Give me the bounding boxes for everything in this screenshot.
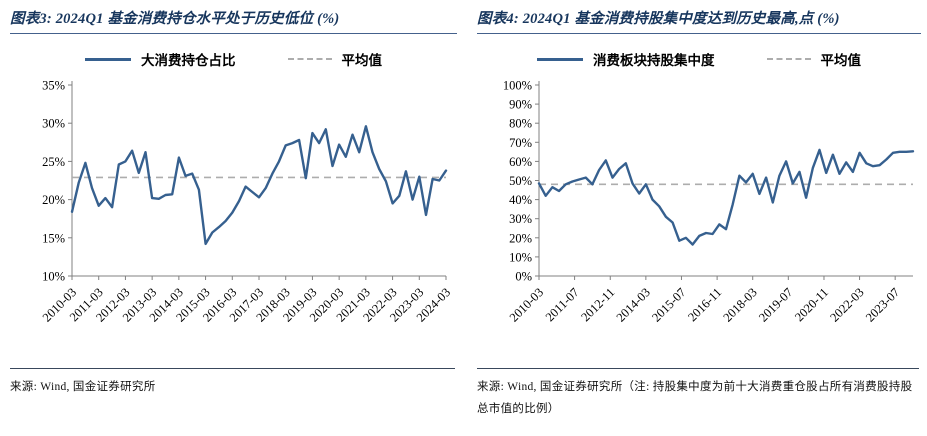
legend-average-label: 平均值 [341, 53, 383, 68]
svg-text:2018-03: 2018-03 [720, 285, 759, 324]
svg-text:2015-07: 2015-07 [649, 285, 688, 324]
figure4-panel: 图表4: 2024Q1 基金消费持股集中度达到历史最高,点 (%) 消费板块持股… [463, 0, 927, 436]
solid-line-swatch-icon [85, 57, 131, 61]
svg-text:2016-11: 2016-11 [685, 285, 724, 324]
svg-text:20%: 20% [509, 231, 532, 245]
figure4-plot-canvas: 100% 90% 80% 70% 60% 50% 40% 30% 20% 10% 0%2010-03… [503, 79, 915, 325]
legend-item-series: 大消费持仓占比 [85, 49, 236, 69]
figure3-legend: 大消费持仓占比 平均值 [10, 49, 457, 69]
figure3-source: 来源: Wind, 国金证券研究所 [10, 368, 455, 398]
dashed-line-swatch-icon [766, 58, 811, 60]
dashed-line-swatch-icon [287, 58, 332, 60]
svg-text:2023-07: 2023-07 [863, 285, 902, 324]
svg-text:40%: 40% [509, 193, 532, 207]
svg-text:2020-11: 2020-11 [792, 285, 831, 324]
legend-item-average: 平均值 [766, 49, 862, 69]
legend-series-label: 大消费持仓占比 [141, 53, 236, 68]
svg-text:60%: 60% [509, 155, 532, 169]
figure4-title: 图表4: 2024Q1 基金消费持股集中度达到历史最高,点 (%) [477, 7, 921, 34]
svg-text:90%: 90% [509, 98, 532, 112]
figure4-source: 来源: Wind, 国金证券研究所（注: 持股集中度为前十大消费重仓股占所有消费… [477, 368, 919, 421]
svg-text:0%: 0% [515, 270, 532, 284]
svg-text:2014-03: 2014-03 [614, 285, 653, 324]
svg-text:10%: 10% [42, 270, 65, 284]
svg-text:10%: 10% [509, 250, 532, 264]
figure4-source-text: 来源: Wind, 国金证券研究所（注: 持股集中度为前十大消费重仓股占所有消费… [477, 381, 913, 416]
svg-text:80%: 80% [509, 117, 532, 131]
legend-item-series: 消费板块持股集中度 [537, 49, 715, 69]
svg-text:100%: 100% [503, 79, 532, 93]
svg-text:15%: 15% [42, 231, 65, 245]
figure3-plot-canvas: 35%30%25%20%15%10%2010-032011-032012-032… [40, 79, 453, 325]
figure3-title: 图表3: 2024Q1 基金消费持仓水平处于历史低位 (%) [10, 7, 457, 34]
svg-text:70%: 70% [509, 136, 532, 150]
legend-series-label: 消费板块持股集中度 [593, 53, 715, 68]
svg-text:35%: 35% [42, 79, 65, 93]
svg-text:25%: 25% [42, 155, 65, 169]
svg-text:30%: 30% [509, 212, 532, 226]
svg-text:2019-07: 2019-07 [756, 285, 795, 324]
figure3-source-text: 来源: Wind, 国金证券研究所 [10, 381, 156, 393]
svg-text:2022-03: 2022-03 [827, 285, 866, 324]
figure4-legend: 消费板块持股集中度 平均值 [477, 49, 921, 69]
svg-text:2010-03: 2010-03 [507, 285, 546, 324]
svg-text:50%: 50% [509, 174, 532, 188]
svg-text:20%: 20% [42, 193, 65, 207]
solid-line-swatch-icon [537, 57, 583, 61]
legend-item-average: 平均值 [287, 49, 383, 69]
svg-text:30%: 30% [42, 117, 65, 131]
svg-text:2011-07: 2011-07 [543, 285, 582, 324]
svg-text:2012-11: 2012-11 [578, 285, 617, 324]
figure3-panel: 图表3: 2024Q1 基金消费持仓水平处于历史低位 (%) 大消费持仓占比 平… [0, 0, 463, 436]
legend-average-label: 平均值 [820, 53, 862, 68]
